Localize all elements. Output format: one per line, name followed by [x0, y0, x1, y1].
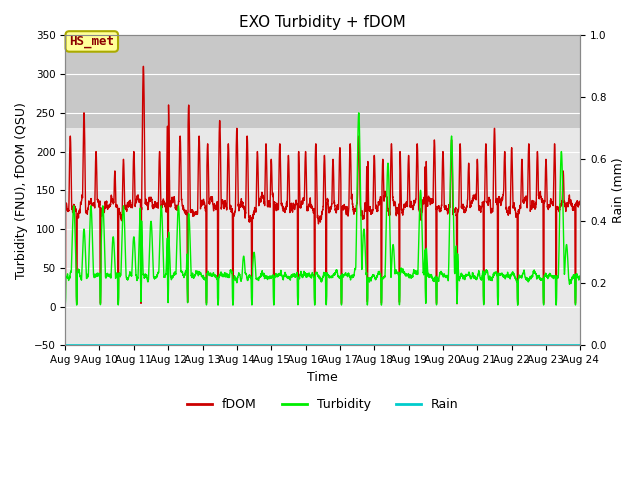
X-axis label: Time: Time	[307, 371, 338, 384]
Text: HS_met: HS_met	[69, 35, 115, 48]
Y-axis label: Turbidity (FNU), fDOM (QSU): Turbidity (FNU), fDOM (QSU)	[15, 102, 28, 279]
Title: EXO Turbidity + fDOM: EXO Turbidity + fDOM	[239, 15, 406, 30]
Y-axis label: Rain (mm): Rain (mm)	[612, 157, 625, 223]
Bar	[65, 36, 580, 128]
Legend: fDOM, Turbidity, Rain: fDOM, Turbidity, Rain	[182, 394, 463, 417]
